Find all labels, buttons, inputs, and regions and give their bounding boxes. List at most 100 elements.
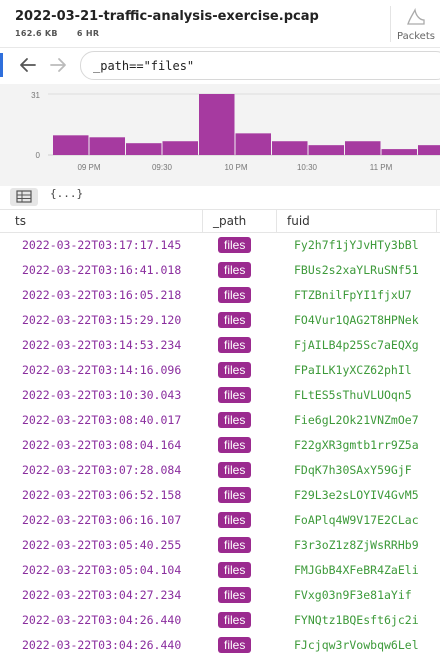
table-row[interactable]: 2022-03-22T03:16:05.218 files FTZBnilFpYI1… bbox=[0, 283, 440, 308]
cell-fuid[interactable]: Fy2h7f1jYJvHTy3bBl bbox=[294, 238, 419, 252]
cell-fuid[interactable]: FoAPlq4W9V17E2CLac bbox=[294, 513, 419, 527]
table-row[interactable]: 2022-03-22T03:08:40.017 files Fie6gL2Ok21V… bbox=[0, 408, 440, 433]
table-row[interactable]: 2022-03-22T03:05:04.104 files FMJGbB4XFeBR… bbox=[0, 558, 440, 583]
cell-path-badge[interactable]: files bbox=[218, 637, 252, 653]
table-row[interactable]: 2022-03-22T03:06:16.107 files FoAPlq4W9V17… bbox=[0, 508, 440, 533]
histogram-bar[interactable] bbox=[199, 94, 235, 155]
table-row[interactable]: 2022-03-22T03:04:27.234 files FVxg03n9F3e8… bbox=[0, 583, 440, 608]
column-resizer[interactable] bbox=[276, 210, 277, 233]
pcap-meta: 162.6 KB 6 HR bbox=[15, 29, 115, 38]
table-row[interactable]: 2022-03-22T03:14:16.096 files FPaILK1yXCZ6… bbox=[0, 358, 440, 383]
table-row[interactable]: 2022-03-22T03:16:41.018 files FBUs2s2xaYLR… bbox=[0, 258, 440, 283]
cell-fuid[interactable]: FJcjqw3rVowbqw6Lel bbox=[294, 638, 419, 652]
cell-path-badge[interactable]: files bbox=[218, 587, 252, 603]
cell-ts[interactable]: 2022-03-22T03:16:41.018 bbox=[22, 263, 182, 277]
histogram-bar[interactable] bbox=[162, 141, 199, 155]
cell-ts[interactable]: 2022-03-22T03:05:40.255 bbox=[22, 538, 182, 552]
cell-fuid[interactable]: F3r3oZ1z8ZjWsRRHb9 bbox=[294, 538, 419, 552]
histogram[interactable]: 31 0 09 PM 09:30 10 PM 10:30 11 PM bbox=[0, 84, 440, 186]
cell-fuid[interactable]: FO4Vur1QAG2T8HPNek bbox=[294, 313, 419, 327]
table-row[interactable]: 2022-03-22T03:14:53.234 files FjAILB4p25Sc… bbox=[0, 333, 440, 358]
cell-ts[interactable]: 2022-03-22T03:06:16.107 bbox=[22, 513, 182, 527]
cell-ts[interactable]: 2022-03-22T03:05:04.104 bbox=[22, 563, 182, 577]
histogram-bar[interactable] bbox=[235, 133, 272, 155]
cell-fuid[interactable]: FVxg03n9F3e81aYif bbox=[294, 588, 412, 602]
table-row[interactable]: 2022-03-22T03:17:17.145 files Fy2h7f1jYJvH… bbox=[0, 233, 440, 258]
cell-path-badge[interactable]: files bbox=[218, 312, 252, 328]
table-row[interactable]: 2022-03-22T03:05:40.255 files F3r3oZ1z8ZjW… bbox=[0, 533, 440, 558]
cell-fuid[interactable]: FTZBnilFpYI1fjxU7 bbox=[294, 288, 412, 302]
packets-button[interactable]: Packets bbox=[392, 6, 440, 44]
column-header-ts[interactable]: ts bbox=[15, 214, 26, 228]
column-header-path[interactable]: _path bbox=[213, 214, 247, 228]
histogram-bar[interactable] bbox=[126, 143, 162, 155]
cell-ts[interactable]: 2022-03-22T03:14:53.234 bbox=[22, 338, 182, 352]
capture-duration: 6 HR bbox=[76, 29, 100, 38]
column-resizer[interactable] bbox=[436, 210, 437, 233]
cell-path-badge[interactable]: files bbox=[218, 287, 252, 303]
table-row[interactable]: 2022-03-22T03:10:30.043 files FLtES5sThuVL… bbox=[0, 383, 440, 408]
file-header: 2022-03-21-traffic-analysis-exercise.pca… bbox=[0, 0, 440, 46]
cell-path-badge[interactable]: files bbox=[218, 362, 252, 378]
pcap-title: 2022-03-21-traffic-analysis-exercise.pca… bbox=[15, 9, 319, 24]
histogram-bar[interactable] bbox=[272, 141, 308, 155]
cell-path-badge[interactable]: files bbox=[218, 512, 252, 528]
table-row[interactable]: 2022-03-22T03:04:26.440 files FYNQtz1BQEsf… bbox=[0, 608, 440, 633]
cell-fuid[interactable]: FBUs2s2xaYLRuSNf51 bbox=[294, 263, 419, 277]
cell-fuid[interactable]: F22gXR3gmtb1rr9Z5a bbox=[294, 438, 419, 452]
histogram-bar[interactable] bbox=[308, 145, 345, 155]
column-header-fuid[interactable]: fuid bbox=[287, 214, 310, 228]
cell-ts[interactable]: 2022-03-22T03:06:52.158 bbox=[22, 488, 182, 502]
cell-fuid[interactable]: FMJGbB4XFeBR4ZaEli bbox=[294, 563, 419, 577]
cell-ts[interactable]: 2022-03-22T03:04:26.440 bbox=[22, 613, 182, 627]
cell-fuid[interactable]: FPaILK1yXCZ62phIl bbox=[294, 363, 412, 377]
cell-fuid[interactable]: FYNQtz1BQEsft6jc2i bbox=[294, 613, 419, 627]
histogram-bar[interactable] bbox=[89, 137, 126, 155]
histogram-bar[interactable] bbox=[381, 149, 418, 155]
cell-path-badge[interactable]: files bbox=[218, 412, 252, 428]
search-input[interactable] bbox=[80, 51, 440, 80]
cell-path-badge[interactable]: files bbox=[218, 537, 252, 553]
back-arrow-icon[interactable] bbox=[18, 55, 38, 75]
shark-fin-icon bbox=[407, 8, 425, 25]
cell-fuid[interactable]: FLtES5sThuVLUOqn5 bbox=[294, 388, 412, 402]
table-row[interactable]: 2022-03-22T03:15:29.120 files FO4Vur1QAG2T… bbox=[0, 308, 440, 333]
table-row[interactable]: 2022-03-22T03:04:26.440 files FJcjqw3rVowb… bbox=[0, 633, 440, 657]
cell-path-badge[interactable]: files bbox=[218, 437, 252, 453]
column-resizer[interactable] bbox=[202, 210, 203, 233]
forward-arrow-icon[interactable] bbox=[48, 55, 68, 75]
x-axis-label: 10:30 bbox=[297, 163, 318, 172]
cell-fuid[interactable]: FDqK7h30SAxY59GjF bbox=[294, 463, 412, 477]
cell-ts[interactable]: 2022-03-22T03:10:30.043 bbox=[22, 388, 182, 402]
cell-ts[interactable]: 2022-03-22T03:04:27.234 bbox=[22, 588, 182, 602]
cell-ts[interactable]: 2022-03-22T03:17:17.145 bbox=[22, 238, 182, 252]
table-row[interactable]: 2022-03-22T03:06:52.158 files F29L3e2sLOYI… bbox=[0, 483, 440, 508]
table-row[interactable]: 2022-03-22T03:07:28.084 files FDqK7h30SAxY… bbox=[0, 458, 440, 483]
cell-path-badge[interactable]: files bbox=[218, 562, 252, 578]
cell-ts[interactable]: 2022-03-22T03:16:05.218 bbox=[22, 288, 182, 302]
table-view-button[interactable] bbox=[10, 188, 38, 206]
histogram-chart: 31 0 09 PM 09:30 10 PM 10:30 11 PM bbox=[31, 91, 440, 172]
cell-ts[interactable]: 2022-03-22T03:14:16.096 bbox=[22, 363, 182, 377]
cell-path-badge[interactable]: files bbox=[218, 487, 252, 503]
cell-path-badge[interactable]: files bbox=[218, 237, 252, 253]
cell-path-badge[interactable]: files bbox=[218, 462, 252, 478]
cell-ts[interactable]: 2022-03-22T03:08:04.164 bbox=[22, 438, 182, 452]
table-row[interactable]: 2022-03-22T03:08:04.164 files F22gXR3gmtb1… bbox=[0, 433, 440, 458]
cell-path-badge[interactable]: files bbox=[218, 337, 252, 353]
cell-ts[interactable]: 2022-03-22T03:08:40.017 bbox=[22, 413, 182, 427]
file-size: 162.6 KB bbox=[15, 29, 58, 38]
cell-ts[interactable]: 2022-03-22T03:04:26.440 bbox=[22, 638, 182, 652]
cell-path-badge[interactable]: files bbox=[218, 262, 252, 278]
cell-fuid[interactable]: FjAILB4p25Sc7aEQXg bbox=[294, 338, 419, 352]
histogram-bar[interactable] bbox=[418, 145, 440, 155]
histogram-bar[interactable] bbox=[53, 135, 89, 155]
cell-path-badge[interactable]: files bbox=[218, 612, 252, 628]
cell-ts[interactable]: 2022-03-22T03:15:29.120 bbox=[22, 313, 182, 327]
cell-path-badge[interactable]: files bbox=[218, 387, 252, 403]
cell-ts[interactable]: 2022-03-22T03:07:28.084 bbox=[22, 463, 182, 477]
cell-fuid[interactable]: Fie6gL2Ok21VNZmOe7 bbox=[294, 413, 419, 427]
histogram-bar[interactable] bbox=[345, 141, 381, 155]
json-view-button[interactable]: {...} bbox=[50, 187, 84, 200]
cell-fuid[interactable]: F29L3e2sLOYIV4GvM5 bbox=[294, 488, 419, 502]
